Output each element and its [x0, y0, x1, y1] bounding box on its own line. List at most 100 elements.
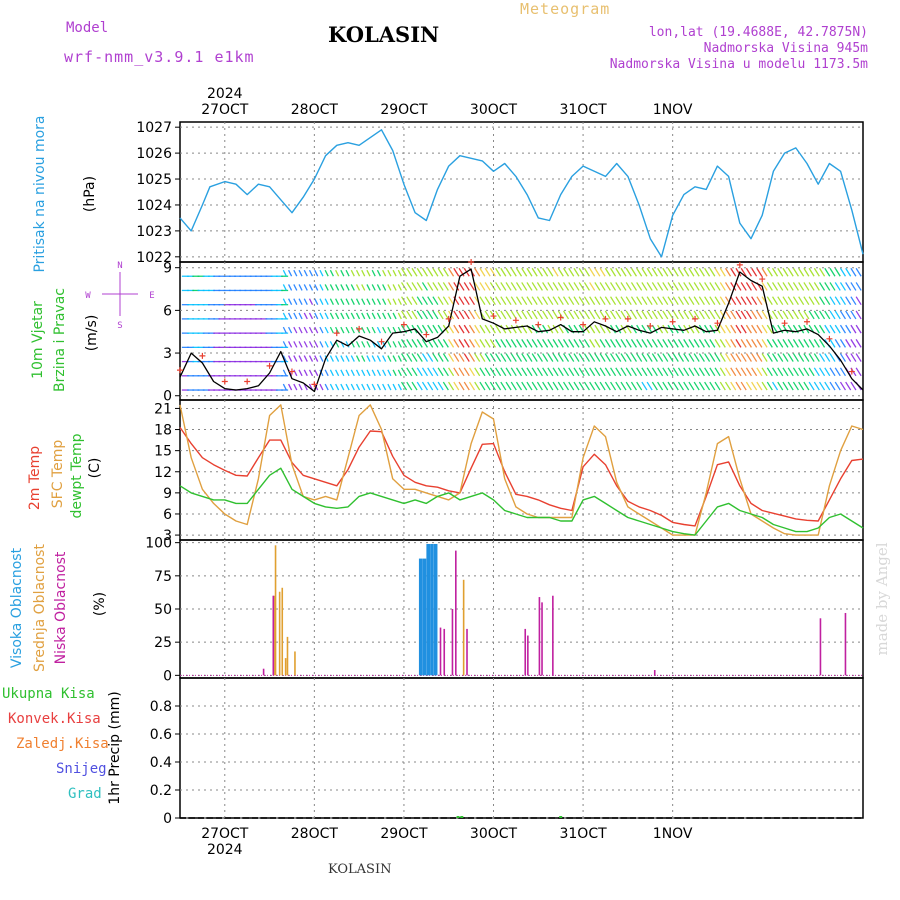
wind-arrow — [495, 381, 502, 391]
wind-arrow — [672, 296, 679, 306]
wind-arrow — [787, 282, 794, 291]
wind-arrow — [620, 310, 627, 320]
wind-arrow — [448, 324, 455, 334]
wind-arrow — [683, 267, 690, 277]
gust-marker — [333, 330, 340, 337]
wind-arrow — [562, 367, 570, 377]
wind-arrow — [688, 267, 695, 277]
wind-arrow — [526, 353, 533, 362]
wind-arrow — [589, 381, 596, 391]
wind-arrow — [474, 367, 481, 377]
wind-arrow — [589, 353, 596, 362]
wind-arrow — [308, 341, 314, 348]
wind-arrow — [599, 324, 606, 334]
wind-arrow — [345, 298, 350, 305]
wind-arrow — [625, 282, 632, 291]
cloud-bar — [426, 543, 430, 676]
compass-letter: W — [85, 291, 91, 301]
wind-arrow — [845, 296, 852, 306]
wind-arrow — [298, 369, 303, 377]
wind-arrow — [839, 324, 847, 334]
wind-arrow — [573, 310, 580, 320]
wind-arrow — [845, 381, 852, 391]
wind-arrow — [536, 353, 543, 362]
wind-arrow — [400, 381, 408, 391]
cloud-bar — [443, 628, 446, 676]
wind-arrow — [803, 296, 810, 306]
wind-arrow — [557, 296, 564, 306]
wind-arrow — [505, 367, 512, 377]
wind-arrow — [531, 267, 538, 277]
wind-arrow — [479, 282, 486, 291]
wind-arrow — [651, 296, 658, 306]
wind-arrow — [397, 383, 402, 391]
wind-arrow — [615, 267, 622, 277]
wind-arrow — [683, 367, 690, 377]
wind-arrow — [646, 310, 653, 320]
wind-arrow — [808, 367, 815, 377]
wind-arrow — [376, 383, 382, 391]
wind-arrow — [345, 369, 350, 377]
wind-arrow — [335, 355, 340, 362]
wind-arrow — [808, 267, 815, 277]
wind-arrow — [400, 296, 408, 306]
wind-arrow — [547, 324, 554, 334]
wind-arrow — [293, 284, 298, 291]
wind-arrow — [573, 296, 580, 306]
wind-arrow — [505, 282, 512, 291]
wind-arrow — [730, 324, 737, 334]
wind-arrow — [515, 310, 523, 320]
wind-arrow — [468, 353, 476, 362]
wind-arrow — [562, 310, 570, 320]
wind-arrow — [489, 310, 496, 320]
wind-arrow — [392, 341, 397, 348]
wind-arrow — [573, 367, 580, 377]
wind-arrow — [630, 339, 638, 348]
wind-arrow — [552, 267, 559, 277]
wind-arrow — [724, 353, 732, 362]
wind-arrow — [526, 267, 533, 277]
cloud-bar — [538, 597, 541, 676]
wind-arrow — [314, 312, 319, 320]
wind-arrow — [662, 324, 669, 334]
wind-arrow — [432, 353, 439, 362]
wind-arrow — [479, 267, 486, 277]
temperature-ytick-label: 9 — [163, 486, 172, 502]
wind-arrow — [515, 282, 523, 291]
wind-arrow — [813, 367, 820, 377]
wind-arrow — [583, 367, 590, 377]
wind-arrow — [397, 312, 402, 320]
wind-arrow — [604, 296, 611, 306]
wind-arrow — [489, 367, 496, 377]
wind-arrow — [745, 367, 752, 377]
cloud-bar — [430, 543, 434, 676]
wind-arrow — [479, 381, 486, 391]
wind-arrow — [406, 353, 413, 362]
wind-arrow — [366, 269, 371, 277]
wind-arrow — [288, 269, 293, 277]
wind-arrow — [474, 339, 481, 348]
wind-arrow — [340, 326, 345, 334]
wind-arrow — [406, 324, 413, 334]
wind-arrow — [829, 353, 836, 362]
wind-arrow — [329, 269, 334, 277]
wind-arrow — [620, 339, 627, 348]
wind-arrow — [808, 339, 815, 348]
wind-arrow — [500, 324, 507, 334]
wind-arrow — [361, 298, 366, 305]
wind-arrow — [406, 267, 413, 277]
wind-arrow — [427, 367, 434, 377]
wind-arrow — [698, 381, 705, 391]
wind-arrow — [510, 282, 517, 291]
wind-arrow — [855, 296, 862, 306]
wind-arrow — [646, 367, 653, 377]
wind-arrow — [641, 367, 648, 377]
x-tick-label-top: 30OCT — [470, 102, 518, 118]
wind-arrow — [693, 267, 700, 277]
wind-arrow — [371, 383, 376, 391]
wind-arrow — [730, 353, 737, 362]
wind-arrow — [677, 324, 685, 334]
gust-marker — [221, 378, 228, 385]
wind-arrow — [319, 312, 324, 320]
wind-arrow — [319, 326, 324, 334]
